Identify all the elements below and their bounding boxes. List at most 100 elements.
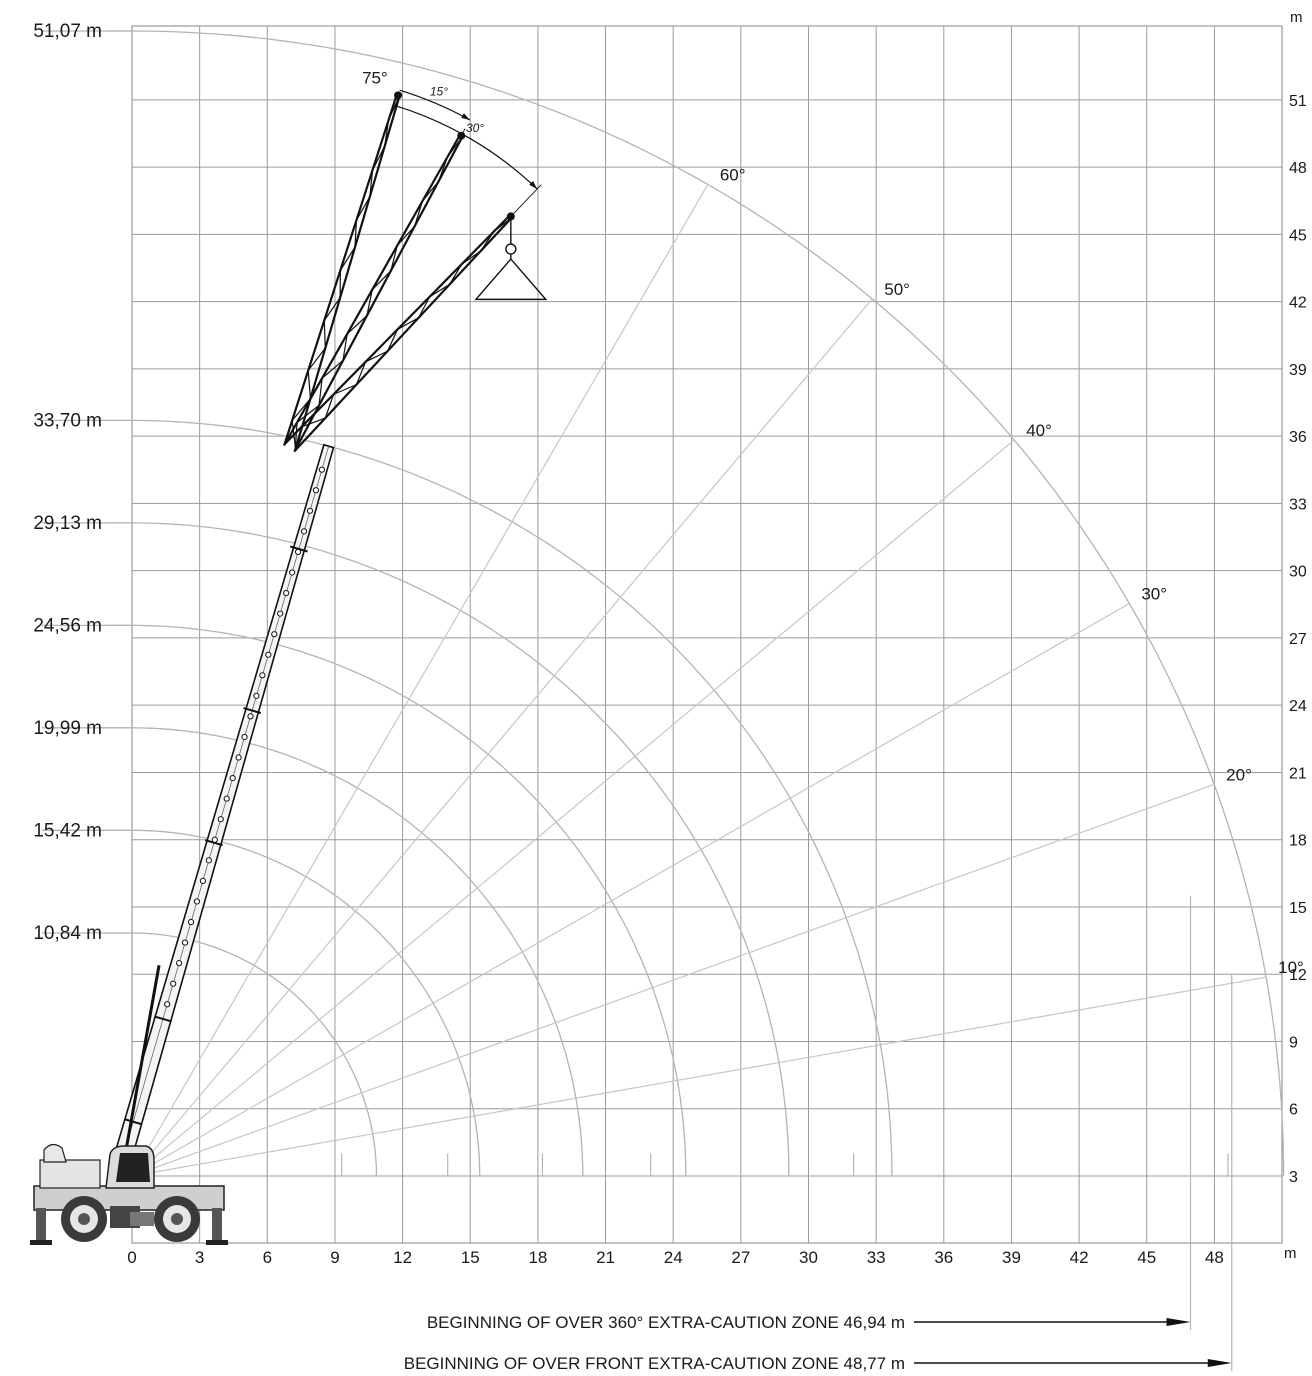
boom-length-label: 10,84 m [33, 923, 102, 944]
boom-length-label: 33,70 m [33, 410, 102, 431]
angle-line [131, 298, 873, 1177]
crane-wheel-rear [154, 1196, 200, 1242]
boom-hole [294, 548, 302, 556]
y-unit-label: m [1290, 9, 1303, 26]
boom-hole [164, 1001, 171, 1008]
boom-cylinder [121, 964, 161, 1168]
y-tick-label: 39 [1289, 362, 1307, 379]
x-tick-label: 45 [1137, 1248, 1156, 1267]
angle-label: 40° [1026, 421, 1052, 440]
angle-label-75: 75° [362, 68, 388, 87]
range-arc [41, 419, 893, 1176]
x-tick-label: 9 [330, 1248, 339, 1267]
dimension-arrowhead [529, 180, 538, 189]
boom-hole [170, 980, 177, 987]
x-tick-label: 6 [263, 1248, 272, 1267]
y-tick-label: 12 [1289, 967, 1307, 984]
y-tick-label: 27 [1289, 631, 1307, 648]
boom-hole [241, 733, 248, 741]
angle-line [131, 976, 1267, 1177]
y-tick-label: 6 [1289, 1102, 1298, 1119]
crane-vehicle [30, 1143, 228, 1245]
hook-block [505, 243, 517, 255]
x-tick-label: 3 [195, 1248, 204, 1267]
dimension-extension-line [510, 184, 542, 217]
x-unit-label: m [1284, 1245, 1297, 1262]
y-tick-label: 30 [1289, 564, 1307, 581]
boom-hole [181, 939, 189, 946]
y-tick-label: 51 [1289, 93, 1307, 110]
x-tick-label: 36 [934, 1248, 953, 1267]
boom-hole [265, 651, 272, 658]
jib-position [283, 131, 466, 451]
x-tick-label: 24 [664, 1248, 683, 1267]
jib-offset-label: 30° [466, 121, 484, 135]
y-tick-label: 33 [1289, 496, 1307, 513]
angle-label: 50° [884, 280, 910, 299]
boom-hole [283, 589, 290, 597]
y-tick-label: 18 [1289, 833, 1307, 850]
y-tick-label: 45 [1289, 227, 1307, 244]
y-tick-label: 36 [1289, 429, 1307, 446]
boom-section-joint [243, 707, 262, 714]
caution-zones: BEGINNING OF OVER 360° EXTRA-CAUTION ZON… [404, 895, 1233, 1373]
angle-label: 10° [1278, 958, 1304, 977]
angle-line [131, 602, 1130, 1177]
boom-hole [289, 569, 296, 576]
angle-line [131, 439, 1015, 1177]
dimension-arrowhead [461, 113, 470, 120]
x-tick-label: 15 [461, 1248, 480, 1267]
boom-hole [306, 507, 314, 514]
boom-hole [193, 898, 201, 905]
y-tick-label: 42 [1289, 295, 1307, 312]
boom-length-label: 51,07 m [33, 21, 102, 42]
x-tick-label: 48 [1205, 1248, 1224, 1267]
boom-hole [211, 836, 218, 843]
caution-zone-label: BEGINNING OF OVER 360° EXTRA-CAUTION ZON… [427, 1313, 905, 1332]
angle-line [131, 184, 709, 1177]
labels: 0 3 6 9 12 15 18 21 24 27 30 33 36 39 42 45 483691215182… [33, 9, 1307, 1267]
boom-length-label: 15,42 m [33, 820, 102, 841]
boom-section-joint [124, 1118, 143, 1126]
jib-offset-label: 15° [430, 85, 448, 99]
crane-outriggers [30, 1208, 228, 1245]
boom-hole [253, 692, 260, 699]
caution-zone-label: BEGINNING OF OVER FRONT EXTRA-CAUTION ZO… [404, 1354, 905, 1373]
x-tick-label: 0 [127, 1248, 136, 1267]
x-tick-label: 21 [596, 1248, 615, 1267]
jib-offset-dimension-arc [394, 104, 538, 190]
caution-zone-arrowhead [1166, 1318, 1191, 1326]
boom-hole [318, 466, 325, 473]
x-tick-label: 30 [799, 1248, 818, 1267]
boom-hole [205, 857, 212, 864]
boom-hole [277, 610, 284, 617]
jib-position [283, 91, 403, 450]
x-tick-label: 18 [528, 1248, 547, 1267]
y-tick-label: 48 [1289, 160, 1307, 177]
x-tick-label: 27 [731, 1248, 750, 1267]
range-arc [41, 30, 1285, 1177]
angle-label: 20° [1226, 765, 1252, 784]
boom-hole [235, 754, 242, 761]
y-tick-label: 3 [1289, 1169, 1298, 1186]
y-tick-label: 9 [1289, 1034, 1298, 1051]
boom-hole [223, 795, 230, 802]
y-tick-label: 15 [1289, 900, 1307, 917]
boom-length-label: 19,99 m [33, 718, 102, 739]
boom-section-joint [154, 1015, 172, 1023]
boom-hole [259, 672, 266, 679]
angle-line [131, 783, 1215, 1177]
boom-hole [229, 774, 236, 782]
boom-length-label: 29,13 m [33, 513, 102, 534]
caution-zone-arrowhead [1207, 1359, 1232, 1367]
x-tick-label: 42 [1070, 1248, 1089, 1267]
angle-label: 60° [720, 165, 746, 184]
angle-lines [131, 184, 1267, 1177]
grid-border [131, 25, 1283, 1244]
boom-hole [199, 877, 207, 884]
boom-hole [312, 487, 320, 494]
boom-hole [300, 528, 308, 535]
dimension-extension-line [396, 95, 399, 100]
